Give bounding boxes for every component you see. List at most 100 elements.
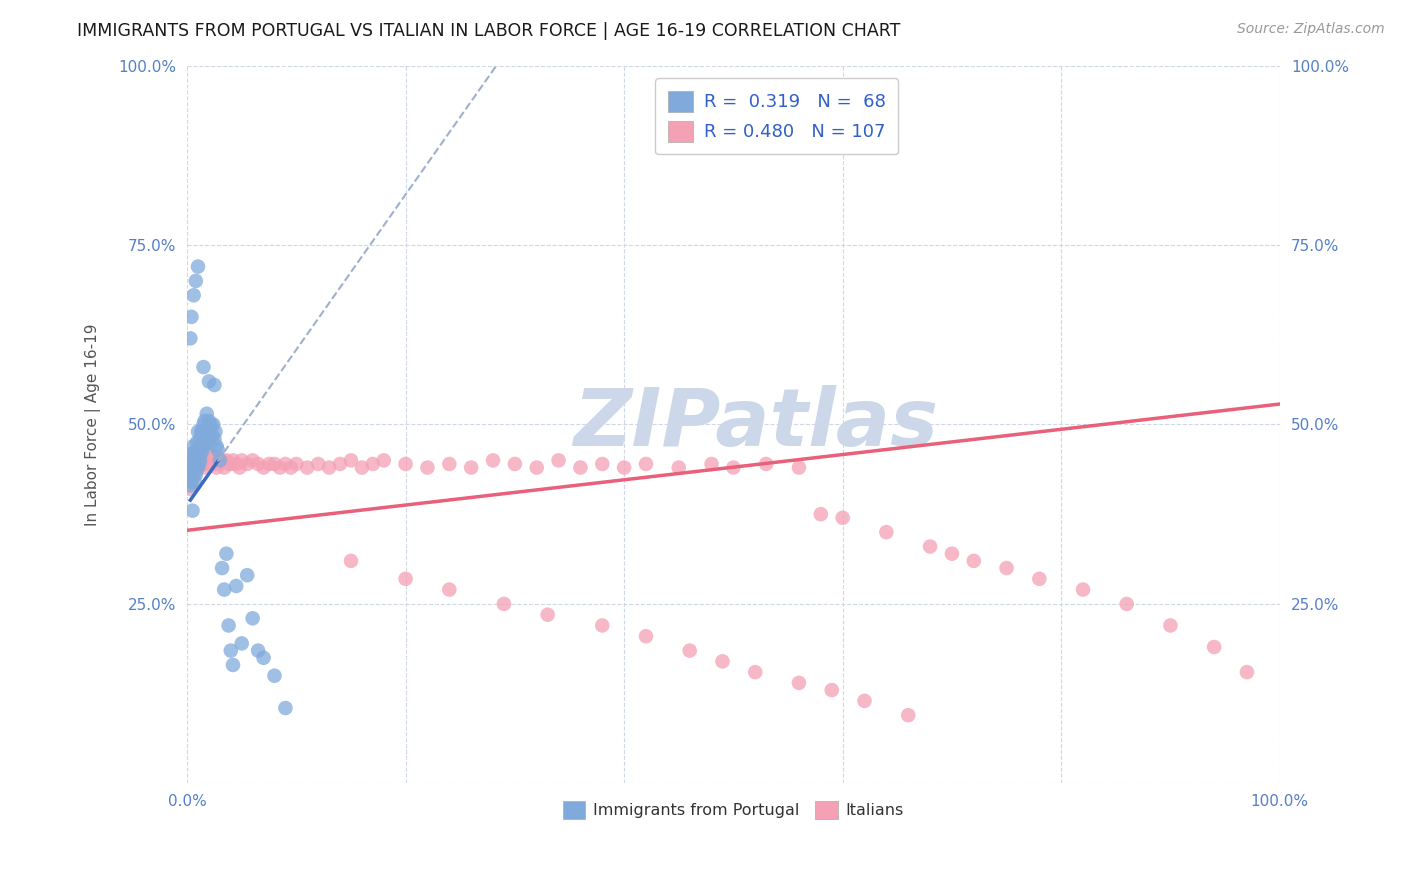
Point bbox=[222, 453, 245, 467]
Point bbox=[1028, 572, 1050, 586]
Point bbox=[225, 457, 247, 471]
Point bbox=[228, 460, 250, 475]
Point bbox=[183, 288, 205, 302]
Point bbox=[187, 460, 209, 475]
Point bbox=[198, 414, 221, 428]
Point bbox=[208, 453, 231, 467]
Point bbox=[591, 457, 613, 471]
Point bbox=[198, 450, 221, 464]
Point bbox=[193, 417, 215, 432]
Point bbox=[215, 453, 238, 467]
Point bbox=[634, 629, 657, 643]
Point bbox=[373, 453, 395, 467]
Point bbox=[247, 457, 270, 471]
Point bbox=[537, 607, 560, 622]
Point bbox=[744, 665, 766, 680]
Point bbox=[329, 457, 352, 471]
Point bbox=[297, 460, 319, 475]
Point bbox=[188, 439, 211, 453]
Point bbox=[918, 540, 941, 554]
Point bbox=[179, 478, 201, 492]
Point bbox=[723, 460, 745, 475]
Point bbox=[183, 439, 205, 453]
Point bbox=[307, 457, 329, 471]
Point bbox=[184, 446, 207, 460]
Point bbox=[200, 457, 222, 471]
Point bbox=[263, 457, 285, 471]
Point bbox=[188, 453, 211, 467]
Point bbox=[711, 654, 734, 668]
Point bbox=[242, 611, 264, 625]
Point bbox=[179, 482, 201, 496]
Point bbox=[187, 425, 209, 439]
Point bbox=[198, 425, 221, 439]
Point bbox=[179, 464, 201, 478]
Point bbox=[460, 460, 482, 475]
Point bbox=[188, 457, 211, 471]
Point bbox=[853, 694, 876, 708]
Point bbox=[247, 643, 270, 657]
Point bbox=[875, 525, 897, 540]
Point bbox=[188, 450, 211, 464]
Point bbox=[202, 378, 225, 392]
Point bbox=[394, 457, 416, 471]
Point bbox=[202, 417, 225, 432]
Point bbox=[252, 460, 274, 475]
Point bbox=[212, 582, 235, 597]
Point bbox=[897, 708, 920, 723]
Point bbox=[236, 457, 259, 471]
Point bbox=[200, 417, 222, 432]
Point bbox=[1236, 665, 1258, 680]
Point bbox=[193, 360, 215, 375]
Point bbox=[181, 446, 204, 460]
Point bbox=[191, 425, 214, 439]
Point bbox=[613, 460, 636, 475]
Point bbox=[263, 669, 285, 683]
Point bbox=[193, 460, 215, 475]
Point bbox=[208, 457, 231, 471]
Point bbox=[183, 453, 205, 467]
Point bbox=[1115, 597, 1137, 611]
Point bbox=[179, 457, 201, 471]
Point bbox=[198, 435, 221, 450]
Point bbox=[526, 460, 548, 475]
Point bbox=[190, 446, 212, 460]
Point bbox=[668, 460, 690, 475]
Point bbox=[831, 511, 853, 525]
Point bbox=[201, 453, 224, 467]
Point bbox=[492, 597, 515, 611]
Point bbox=[202, 457, 225, 471]
Point bbox=[193, 439, 215, 453]
Point bbox=[211, 453, 233, 467]
Point bbox=[941, 547, 963, 561]
Point bbox=[197, 421, 219, 435]
Point bbox=[700, 457, 723, 471]
Point bbox=[197, 446, 219, 460]
Point bbox=[191, 457, 214, 471]
Point bbox=[187, 260, 209, 274]
Point bbox=[634, 457, 657, 471]
Point bbox=[183, 460, 205, 475]
Point bbox=[191, 442, 214, 457]
Point bbox=[225, 579, 247, 593]
Point bbox=[186, 460, 208, 475]
Point bbox=[242, 453, 264, 467]
Point bbox=[195, 425, 218, 439]
Point bbox=[198, 453, 221, 467]
Point bbox=[181, 467, 204, 482]
Point bbox=[183, 460, 205, 475]
Point bbox=[187, 446, 209, 460]
Point bbox=[340, 453, 363, 467]
Point bbox=[184, 467, 207, 482]
Point bbox=[193, 453, 215, 467]
Point bbox=[180, 460, 202, 475]
Point bbox=[186, 435, 208, 450]
Point bbox=[569, 460, 592, 475]
Point bbox=[211, 561, 233, 575]
Point bbox=[179, 331, 201, 345]
Point bbox=[219, 643, 242, 657]
Point bbox=[503, 457, 526, 471]
Point bbox=[194, 432, 217, 446]
Point bbox=[183, 453, 205, 467]
Point bbox=[204, 425, 226, 439]
